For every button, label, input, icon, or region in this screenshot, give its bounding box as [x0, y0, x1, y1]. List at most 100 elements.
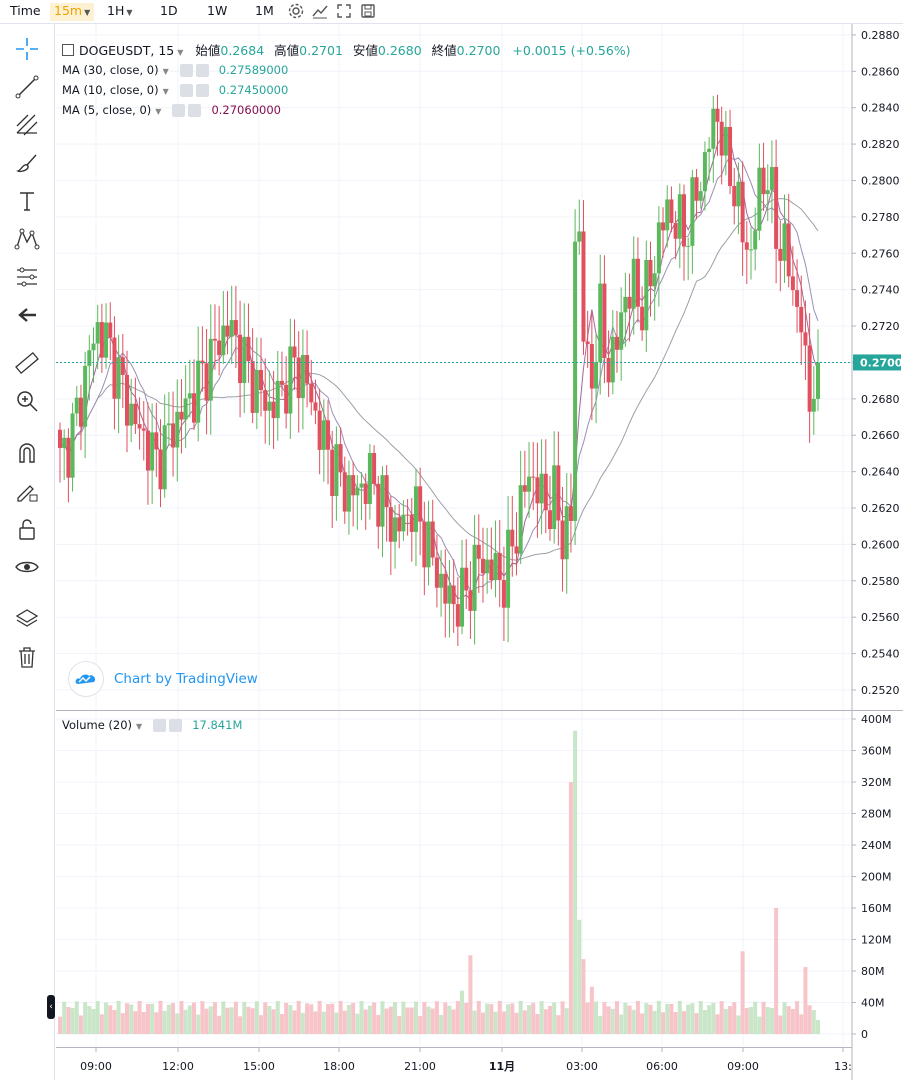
candle-body [547, 510, 552, 529]
volume-bar [786, 1006, 791, 1034]
volume-legend[interactable]: Volume (20) ▼ 17.841M [62, 718, 242, 732]
unlock-icon[interactable] [14, 516, 40, 542]
gear-icon[interactable] [172, 104, 186, 117]
price-tick-label: 0.2880 [861, 29, 900, 42]
tradingview-branding[interactable]: Chart by TradingView [68, 661, 258, 697]
interval-15m-button[interactable]: 15m ▼ [50, 3, 95, 21]
candle-body [372, 452, 377, 484]
volume-bar [698, 1001, 703, 1034]
brush-icon[interactable] [14, 150, 40, 176]
candle-body [334, 444, 339, 497]
volume-bar [58, 1016, 62, 1034]
volume-bar [627, 1005, 632, 1034]
candle-body [686, 245, 691, 247]
volume-bar [326, 1004, 331, 1034]
settings-icon[interactable] [287, 2, 305, 20]
candle-body [598, 283, 603, 363]
volume-bar [778, 1015, 783, 1034]
chevron-down-icon[interactable]: ▼ [162, 67, 169, 76]
gear-icon[interactable] [179, 64, 193, 77]
candle-body [393, 517, 398, 542]
price-tick-label: 0.2860 [861, 65, 900, 78]
gear-icon[interactable] [179, 84, 193, 97]
gear-icon[interactable] [153, 719, 167, 732]
save-icon[interactable] [359, 2, 377, 20]
close-icon[interactable] [169, 719, 183, 732]
interval-1w-button[interactable]: 1W [207, 3, 228, 18]
prediction-icon[interactable] [14, 264, 40, 290]
interval-1m-button[interactable]: 1M [255, 3, 274, 18]
interval-1h-button[interactable]: 1H ▼ [107, 3, 133, 21]
symbol-label[interactable]: DOGEUSDT, 15 [79, 43, 175, 58]
chevron-down-icon: ▼ [84, 8, 91, 17]
top-toolbar: Time 15m ▼ 1H ▼ 1D 1W 1M [0, 0, 903, 24]
close-icon[interactable] [195, 64, 209, 77]
time-label[interactable]: Time [10, 3, 41, 18]
candle-body [669, 199, 674, 224]
indicators-icon[interactable] [311, 2, 329, 20]
volume-bar [363, 1009, 368, 1034]
candlestick-series [58, 94, 820, 646]
volume-bar [418, 1016, 423, 1034]
close-icon[interactable] [195, 84, 209, 97]
volume-bar [619, 1014, 624, 1034]
candle-body [225, 325, 230, 337]
lock-drawing-icon[interactable] [14, 478, 40, 504]
chevron-down-icon[interactable]: ▼ [177, 48, 184, 57]
candle-body [388, 507, 393, 542]
volume-bar [125, 1003, 130, 1034]
ma-30-legend[interactable]: MA (30, close, 0) ▼ 0.27589000 [62, 63, 288, 77]
ma-5-legend[interactable]: MA (5, close, 0) ▼ 0.27060000 [62, 103, 281, 117]
volume-bar [740, 951, 745, 1034]
ma-10-legend[interactable]: MA (10, close, 0) ▼ 0.27450000 [62, 83, 288, 97]
eye-icon[interactable] [14, 554, 40, 580]
pitchfork-icon[interactable] [14, 112, 40, 138]
volume-bar [744, 1008, 749, 1034]
fullscreen-icon[interactable] [335, 2, 353, 20]
price-tick-label: 0.2640 [861, 466, 900, 479]
volume-bar [543, 1009, 548, 1034]
volume-bar [355, 1013, 360, 1034]
chevron-down-icon[interactable]: ▼ [155, 107, 162, 116]
trendline-icon[interactable] [14, 74, 40, 100]
price-axis: 0.2880 0.2860 0.2840 0.2820 0.2800 0.2780 0.27… [56, 24, 903, 1080]
chevron-down-icon[interactable]: ▼ [136, 722, 143, 731]
volume-bar [715, 1014, 720, 1034]
candle-body [610, 336, 615, 383]
text-icon[interactable] [14, 188, 40, 214]
price-tick-label: 0.2720 [861, 320, 900, 333]
candle-body [652, 273, 657, 287]
volume-bar [573, 730, 578, 1034]
ruler-icon[interactable] [14, 350, 40, 376]
candle-body [589, 344, 594, 389]
candle-body [187, 393, 192, 399]
volume-bar [300, 1012, 305, 1034]
candle-body [254, 370, 259, 413]
volume-bar [547, 1005, 552, 1034]
volume-bar [259, 1015, 264, 1034]
volume-bar [104, 1002, 109, 1034]
collapse-legend-icon[interactable] [62, 44, 74, 56]
crosshair-icon[interactable] [14, 36, 40, 62]
pattern-icon[interactable] [14, 226, 40, 252]
volume-bar [229, 1007, 234, 1034]
volume-bar [493, 1011, 498, 1034]
magnet-icon[interactable] [14, 440, 40, 466]
volume-bar [686, 1004, 691, 1034]
candle-body [744, 242, 749, 250]
volume-bar [367, 1005, 372, 1034]
back-arrow-icon[interactable] [14, 302, 40, 328]
trash-icon[interactable] [14, 644, 40, 670]
close-icon[interactable] [188, 104, 202, 117]
interval-1d-button[interactable]: 1D [160, 3, 178, 18]
layers-icon[interactable] [14, 606, 40, 632]
candle-body [623, 296, 628, 313]
zoom-icon[interactable] [14, 388, 40, 414]
collapse-toolbar-button[interactable]: ‹ [47, 995, 55, 1019]
candle-body [70, 413, 75, 478]
chevron-down-icon[interactable]: ▼ [162, 87, 169, 96]
volume-tick-label: 120M [861, 934, 892, 947]
price-tick-label: 0.2740 [861, 284, 900, 297]
candle-body [460, 567, 465, 627]
